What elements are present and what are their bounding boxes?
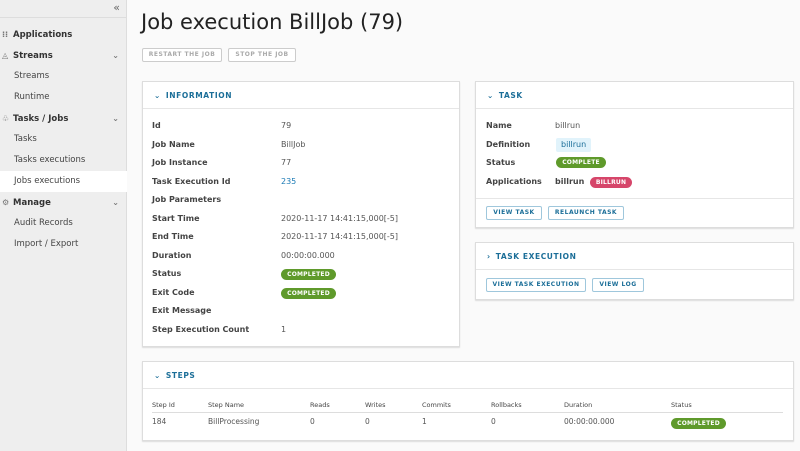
gear-icon: ⚙	[2, 198, 10, 207]
application-badge: BILLRUN	[590, 177, 632, 188]
info-label: Step Execution Count	[152, 324, 250, 334]
sidebar-item-tasks-executions[interactable]: Tasks executions	[14, 155, 86, 165]
info-value: 00:00:00.000	[281, 250, 335, 260]
task-execution-card: › TASK EXECUTION VIEW TASK EXECUTION VIEW…	[475, 242, 794, 300]
sidebar-item-tasks[interactable]: Tasks	[14, 134, 37, 144]
column-header: Status	[671, 401, 692, 409]
task-name: billrun	[555, 121, 581, 130]
table-cell: 00:00:00.000	[564, 417, 615, 426]
label: Streams	[13, 51, 53, 61]
chevron-right-icon: ›	[487, 252, 491, 261]
card-title: TASK EXECUTION	[495, 252, 577, 261]
table-cell: 0	[310, 417, 315, 426]
sidebar-group-tasks-jobs[interactable]: ♧ Tasks / Jobs ⌄	[0, 108, 127, 129]
definition-tag[interactable]: billrun	[556, 138, 592, 152]
column-header: Commits	[422, 401, 451, 409]
stop-job-button[interactable]: STOP THE JOB	[228, 48, 296, 62]
restart-job-button[interactable]: RESTART THE JOB	[142, 48, 222, 62]
chevron-down-icon: ⌄	[154, 91, 161, 100]
info-value: BillJob	[281, 139, 306, 149]
info-label: Job Parameters	[152, 195, 222, 204]
info-label: Duration	[152, 250, 192, 260]
card-title: INFORMATION	[165, 91, 233, 100]
column-header: Step Id	[152, 401, 175, 409]
info-value: 79	[281, 121, 292, 130]
task-execution-header[interactable]: › TASK EXECUTION	[476, 243, 793, 270]
page-title: Job execution BillJob (79)	[141, 10, 404, 34]
definition-label: Definition	[486, 140, 531, 149]
table-cell: 1	[422, 417, 427, 426]
label: Tasks / Jobs	[13, 114, 69, 124]
status-badge: COMPLETE	[556, 157, 606, 168]
chevron-down-icon: ⌄	[112, 198, 119, 207]
info-label: Start Time	[152, 213, 200, 223]
task-header[interactable]: ⌄ TASK	[476, 82, 793, 109]
information-card: ⌄ INFORMATION Id 79 Job Name BillJob Job Inst…	[142, 81, 460, 347]
info-value: 2020-11-17 14:41:15,000[-5]	[281, 213, 398, 223]
info-label: Id	[152, 121, 161, 130]
status-badge: COMPLETED	[281, 269, 336, 280]
chevron-down-icon: ⌄	[112, 51, 119, 60]
status-badge: COMPLETED	[281, 287, 336, 299]
view-log-button[interactable]: VIEW LOG	[592, 278, 644, 292]
column-header: Writes	[365, 401, 386, 409]
sidebar: « ⁝⁝ Applications ◬ Streams ⌄ Streams Runti…	[0, 0, 127, 451]
steps-card: ⌄ STEPS Step Id Step Name Reads Writes Commit…	[142, 361, 794, 441]
sidebar-item-applications[interactable]: ⁝⁝ Applications	[0, 24, 127, 45]
sidebar-item-streams[interactable]: Streams	[14, 71, 50, 81]
step-id-link[interactable]: 184	[152, 417, 167, 426]
application-name: billrun	[555, 177, 585, 186]
task-execution-link[interactable]: 235	[281, 176, 297, 186]
info-label: Job Instance	[152, 158, 208, 167]
chevron-down-icon: ⌄	[487, 91, 494, 100]
relaunch-task-button[interactable]: RELAUNCH TASK	[548, 206, 624, 220]
steps-header[interactable]: ⌄ STEPS	[143, 362, 793, 389]
sidebar-item-audit-records[interactable]: Audit Records	[14, 218, 73, 228]
info-value: 77	[281, 158, 292, 167]
tasks-icon: ♧	[2, 114, 10, 123]
sidebar-item-import-export[interactable]: Import / Export	[14, 239, 79, 249]
info-label: Job Name	[152, 139, 195, 149]
name-label: Name	[486, 121, 512, 130]
divider	[476, 198, 793, 199]
table-cell: 0	[365, 417, 370, 426]
info-label: Exit Code	[152, 287, 195, 297]
label: Manage	[13, 198, 51, 208]
label: Applications	[13, 30, 73, 40]
view-task-execution-button[interactable]: VIEW TASK EXECUTION	[486, 278, 586, 292]
info-value: 2020-11-17 14:41:15,000[-5]	[281, 232, 398, 241]
info-label: Status	[152, 269, 182, 278]
info-label: Task Execution Id	[152, 176, 231, 186]
info-label: Exit Message	[152, 306, 212, 315]
applications-label: Applications	[486, 177, 542, 186]
info-label: End Time	[152, 232, 194, 241]
column-header: Rollbacks	[491, 401, 522, 409]
sidebar-item-runtime[interactable]: Runtime	[14, 92, 50, 102]
divider	[0, 17, 127, 18]
table-cell: 0	[491, 417, 496, 426]
chevron-down-icon: ⌄	[112, 114, 119, 123]
task-card: ⌄ TASK Name billrun Definition billrun St…	[475, 81, 794, 228]
grid-icon: ⁝⁝	[2, 30, 9, 39]
column-header: Reads	[310, 401, 330, 409]
streams-icon: ◬	[2, 51, 9, 60]
chevron-down-icon: ⌄	[154, 371, 161, 380]
card-title: STEPS	[165, 371, 196, 380]
info-value: 1	[281, 324, 287, 334]
column-header: Step Name	[208, 401, 245, 409]
collapse-sidebar-icon[interactable]: «	[113, 1, 120, 14]
sidebar-group-streams[interactable]: ◬ Streams ⌄	[0, 45, 127, 66]
divider	[152, 412, 783, 413]
sidebar-group-manage[interactable]: ⚙ Manage ⌄	[0, 192, 127, 213]
column-header: Duration	[564, 401, 593, 409]
step-name-link[interactable]: BillProcessing	[208, 417, 260, 426]
sidebar-item-jobs-executions[interactable]: Jobs executions	[0, 171, 127, 192]
status-badge: COMPLETED	[671, 418, 726, 429]
status-label: Status	[486, 158, 516, 167]
information-header[interactable]: ⌄ INFORMATION	[143, 82, 459, 109]
view-task-button[interactable]: VIEW TASK	[486, 206, 542, 220]
card-title: TASK	[498, 91, 523, 100]
